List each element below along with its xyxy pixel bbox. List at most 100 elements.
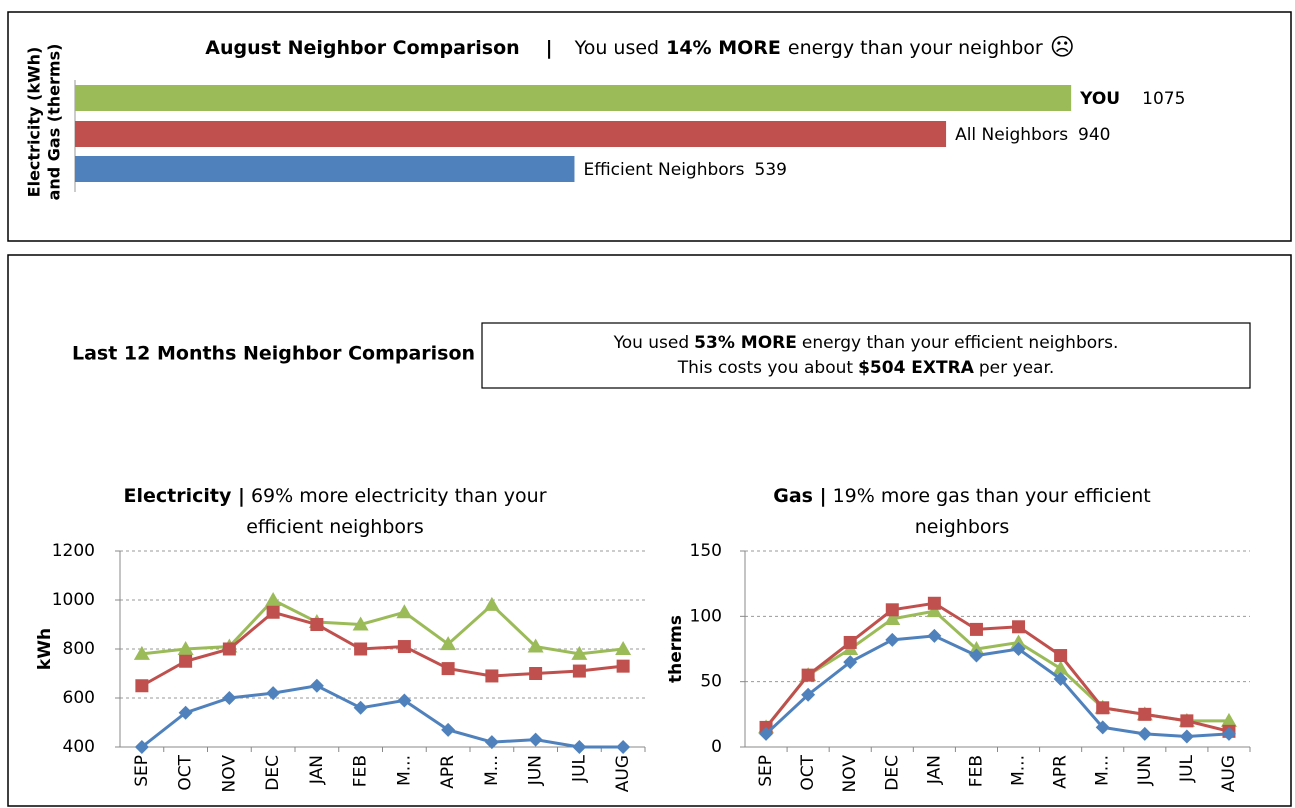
marker	[969, 648, 984, 663]
marker	[310, 618, 324, 631]
marker	[134, 740, 149, 754]
summary-line: You used 53% MORE energy than your efficie…	[613, 333, 1119, 353]
x-tick-label: APR	[438, 755, 458, 789]
marker	[396, 604, 413, 619]
subtitle: 69% more electricity than your efficient…	[246, 485, 547, 538]
bar-label: Efficient Neighbors 539	[583, 160, 787, 180]
value-label: 539	[755, 160, 787, 180]
marker	[133, 645, 150, 660]
marker	[1054, 649, 1068, 663]
marker	[927, 628, 942, 643]
x-tick-label: DEC	[263, 755, 283, 791]
y-label-line: Electricity (kWh)	[25, 47, 44, 198]
marker	[801, 687, 816, 702]
summary-line: This costs you about $504 EXTRA per year.	[677, 358, 1055, 378]
marker	[927, 596, 941, 610]
marker	[843, 635, 857, 649]
marker	[885, 603, 899, 617]
marker	[616, 659, 630, 673]
series-line	[765, 634, 1230, 739]
x-tick-label: JUN	[1135, 755, 1155, 786]
marker	[178, 705, 193, 720]
marker	[843, 655, 858, 670]
summary-title: Last 12 Months Neighbor Comparison	[72, 343, 475, 365]
marker	[571, 645, 588, 660]
x-tick-label: SEP	[756, 755, 776, 787]
bar	[75, 156, 575, 182]
marker	[1011, 642, 1026, 656]
summary-part: 53% MORE	[694, 333, 797, 353]
marker	[483, 596, 500, 611]
y-tick-label: 0	[711, 737, 722, 757]
bar-label: YOU 1075	[1079, 89, 1185, 109]
frown-icon: ☹	[1050, 33, 1075, 61]
marker	[528, 732, 543, 747]
title: Gas |	[773, 485, 827, 507]
marker	[135, 679, 149, 693]
subtitle: 19% more gas than your efficient neighbo…	[832, 485, 1151, 538]
summary-part: You used	[613, 333, 690, 353]
marker	[177, 641, 194, 655]
summary-part: This costs you about	[677, 358, 854, 378]
marker	[1179, 729, 1194, 744]
category-label: Efficient Neighbors	[583, 160, 744, 180]
title: Electricity |	[123, 485, 245, 507]
x-tick-label: JAN	[924, 755, 944, 785]
x-tick-label: FEB	[966, 755, 986, 787]
marker	[1010, 634, 1027, 649]
y-axis-label: therms	[666, 615, 686, 683]
x-tick-label: JAN	[307, 755, 327, 785]
y-tick-label: 1000	[52, 590, 95, 610]
marker	[1138, 707, 1152, 721]
top-panel	[7, 11, 1292, 242]
marker	[1095, 720, 1110, 735]
marker	[440, 636, 457, 651]
marker	[354, 642, 368, 656]
summary-part: energy than your efficient neighbors.	[802, 333, 1119, 353]
marker	[1220, 712, 1237, 727]
series-line	[141, 598, 624, 656]
y-tick-label: 50	[700, 672, 722, 692]
bar-label: All Neighbors 940	[955, 125, 1110, 145]
x-tick-label: AUG	[1219, 755, 1239, 792]
marker	[1052, 660, 1069, 675]
y-tick-label: 600	[63, 688, 95, 708]
y-tick-label: 400	[63, 737, 95, 757]
marker	[179, 654, 193, 668]
x-tick-label: NOV	[219, 755, 239, 793]
summary-part: per year.	[979, 358, 1054, 378]
chart-title: Electricity | 69% more electricity than …	[100, 481, 570, 543]
marker	[926, 603, 943, 618]
x-tick-label: OCT	[176, 754, 196, 790]
marker	[1137, 726, 1152, 741]
chart-title: Gas | 19% more gas than your efficient n…	[727, 481, 1197, 543]
x-tick-label: JUL	[569, 754, 589, 782]
x-tick-label: NOV	[840, 755, 860, 793]
category-label: All Neighbors	[955, 125, 1068, 145]
marker	[1053, 672, 1068, 687]
x-tick-label: JUL	[1177, 754, 1197, 782]
series-line	[764, 601, 1230, 733]
marker	[441, 662, 455, 676]
marker	[266, 605, 280, 619]
y-tick-label: 100	[690, 606, 722, 626]
value-label: 940	[1078, 125, 1110, 145]
x-tick-label: AUG	[613, 755, 633, 792]
marker	[485, 669, 499, 683]
subtitle-part: You used	[574, 37, 659, 59]
marker	[352, 616, 369, 631]
marker	[265, 592, 282, 606]
marker	[885, 632, 900, 647]
value-label: 1075	[1142, 89, 1185, 109]
bottom-panel	[7, 254, 1292, 807]
marker	[353, 700, 368, 715]
marker	[616, 740, 631, 754]
y-tick-label: 150	[690, 541, 722, 561]
marker	[884, 610, 901, 625]
x-tick-label: M...	[1009, 755, 1029, 786]
top-y-label: Electricity (kWh) and Gas (therms)	[25, 44, 64, 201]
series-line	[141, 610, 624, 688]
x-tick-label: FEB	[351, 755, 371, 787]
x-tick-label: M...	[1093, 755, 1113, 786]
